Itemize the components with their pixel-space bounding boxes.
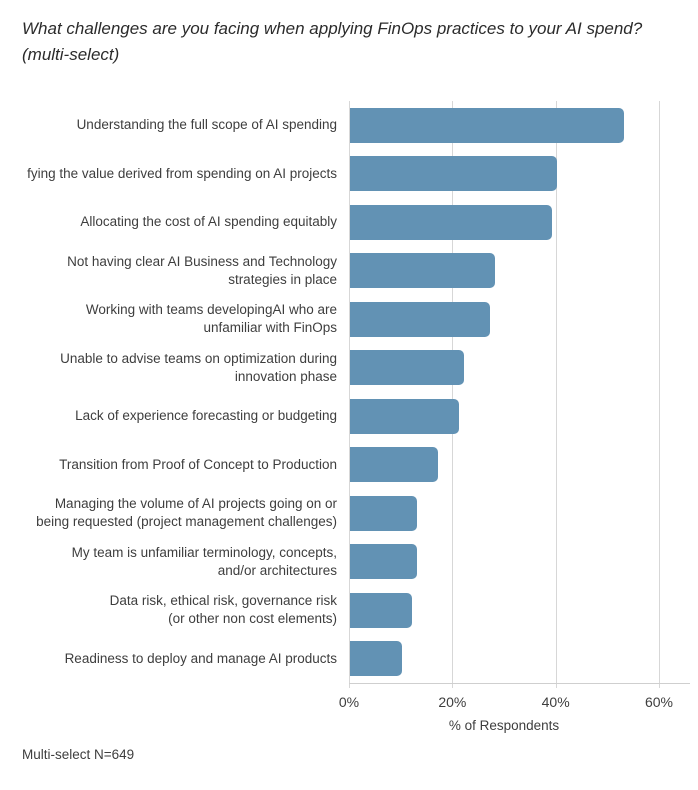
bar-row: [349, 441, 690, 490]
gridline: [452, 101, 454, 688]
category-label: My team is unfamiliar terminology, conce…: [71, 544, 337, 578]
x-tick-label: 60%: [644, 694, 674, 710]
category-label: Not having clear AI Business and Technol…: [67, 253, 337, 287]
category-label: Unable to advise teams on optimization d…: [60, 350, 337, 384]
bar: [350, 544, 418, 580]
bar-row: [349, 635, 690, 684]
category-label: Working with teams developingAI who are …: [85, 302, 337, 336]
bar-row: [349, 489, 690, 538]
category-label: Understanding the full scope of AI spend…: [76, 117, 337, 133]
bar-row: [349, 538, 690, 587]
bar: [350, 398, 459, 434]
bar-row: [349, 101, 690, 150]
bar-row: [349, 295, 690, 344]
bar: [350, 350, 464, 386]
bar: [350, 253, 495, 289]
category-label: Readiness to deploy and manage AI produc…: [64, 650, 337, 666]
bar: [350, 592, 412, 628]
bar-row: [349, 586, 690, 635]
plot-area: 0% 20% 40% 60% % of Respondents: [339, 101, 690, 733]
bar-series: [349, 101, 690, 683]
x-axis-line: [349, 683, 690, 684]
gridline: [659, 101, 660, 688]
bar: [350, 447, 438, 483]
x-tick-label: 40%: [541, 694, 570, 710]
category-labels: Understanding the full scope of AI spend…: [0, 101, 349, 683]
category-label: Transition from Proof of Concept to Prod…: [59, 456, 337, 472]
bar-row: [349, 392, 690, 441]
bar-row: [349, 198, 690, 247]
x-tick-label: 20%: [438, 694, 467, 710]
category-label: Lack of experience forecasting or budget…: [75, 408, 337, 424]
bar-row: [349, 247, 690, 296]
category-label: fying the value derived from spending on…: [27, 165, 337, 181]
gridline: [555, 101, 557, 688]
bar: [350, 204, 552, 240]
category-label: Managing the volume of AI projects going…: [36, 496, 337, 530]
bar-row: [349, 150, 690, 199]
x-tick-label: 0%: [338, 694, 360, 710]
sample-size-note: Multi-select N=649: [22, 747, 135, 762]
bar: [350, 495, 418, 531]
category-label: Allocating the cost of AI spending equit…: [80, 214, 337, 230]
x-axis-title: % of Respondents: [448, 718, 560, 733]
category-label: Data risk, ethical risk, governance risk…: [109, 593, 337, 627]
bar: [350, 641, 402, 677]
bar: [350, 156, 557, 192]
bar-row: [349, 344, 690, 393]
chart-title-line2: (multi-select): [22, 45, 120, 64]
bar: [350, 301, 490, 337]
chart-title: What challenges are you facing when appl…: [22, 16, 684, 68]
bar: [350, 107, 624, 143]
gridline: [349, 101, 350, 688]
chart-title-line1: What challenges are you facing when appl…: [22, 19, 643, 38]
